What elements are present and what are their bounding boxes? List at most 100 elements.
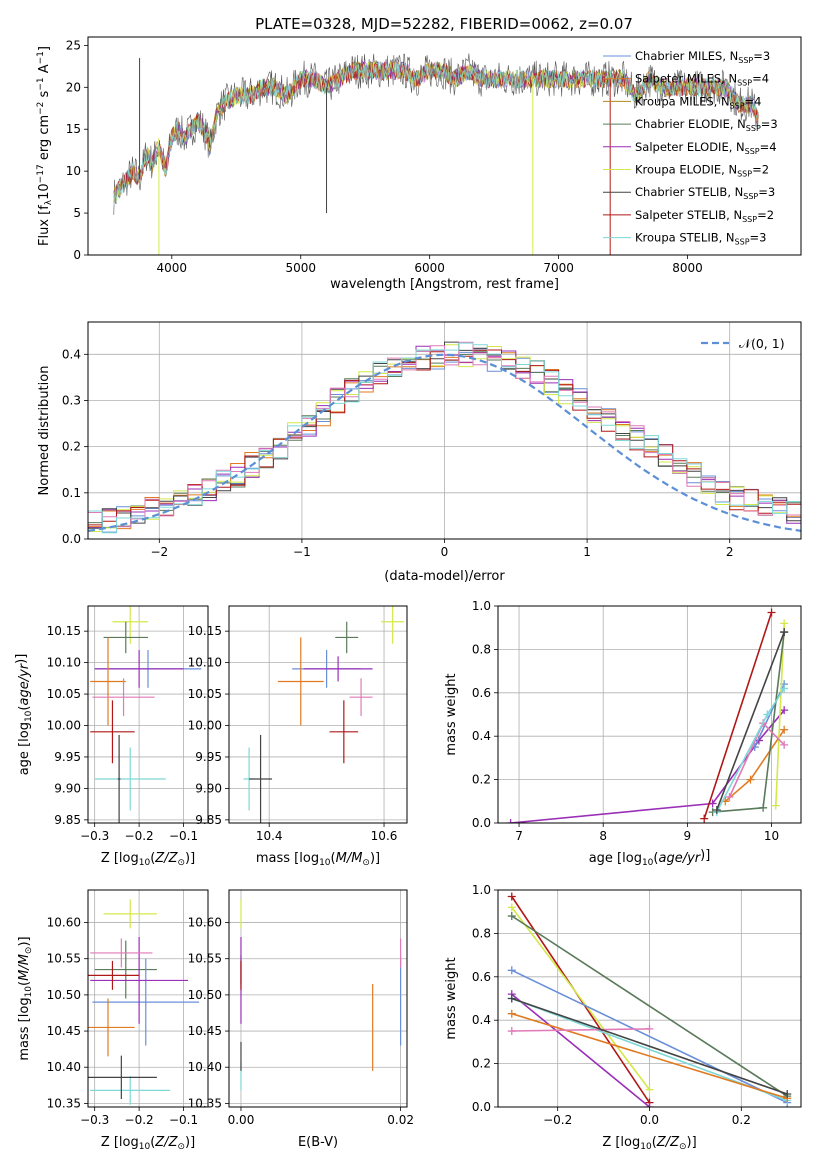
weight-vs-Z-plot-area bbox=[507, 892, 792, 1107]
mass-vs-Z-ytick-label: 10.60 bbox=[47, 916, 81, 930]
mass-vs-Z-ylabel-part: mass [log bbox=[17, 997, 32, 1060]
spectrum-ylabel-part: −17 bbox=[36, 164, 46, 183]
mass-vs-ebv-xlabel: E(B-V) bbox=[298, 1135, 338, 1150]
weight-vs-age-series-8 bbox=[716, 631, 785, 811]
age-vs-Z-xlabel-part: Z [log bbox=[101, 851, 139, 866]
legend-sub: SSP bbox=[737, 79, 752, 88]
legend-sub: SSP bbox=[743, 192, 758, 201]
age-vs-Z-plot-area bbox=[90, 606, 202, 823]
legend-sub: SSP bbox=[746, 124, 761, 133]
weight-vs-age-xlabel-part: age [log bbox=[589, 851, 642, 866]
legend-label: Chabrier MILES, NSSP=3 bbox=[635, 49, 770, 65]
spectrum-ylabel-part: 10 bbox=[37, 183, 52, 200]
legend-sub: SSP bbox=[737, 170, 752, 179]
age-vs-mass-ytick-label: 10.00 bbox=[188, 719, 222, 733]
spectrum-frame bbox=[87, 36, 802, 256]
age-vs-Z-ylabel-part: )] bbox=[14, 654, 29, 664]
weight-vs-age-ytick-label: 0.6 bbox=[472, 686, 491, 700]
age-vs-Z-ytick-label: 9.95 bbox=[54, 750, 81, 764]
legend-count: =4 bbox=[760, 140, 777, 154]
weight-vs-Z-ytick-label: 0.2 bbox=[472, 1057, 491, 1071]
weight-vs-age-xtick-label: 10 bbox=[764, 829, 779, 843]
mass-vs-Z-xlabel-part: 10 bbox=[139, 1142, 151, 1152]
residuals-panel: −2 −1 0 1 2 0.0 0.1 0.2 0.3 0.4 (data-model)/error… bbox=[37, 321, 802, 584]
residuals-ytick-label: 0.4 bbox=[62, 347, 81, 361]
legend-model: Salpeter MILES, N bbox=[635, 72, 737, 86]
normal-curve bbox=[88, 353, 801, 532]
mass-vs-Z-xlabel-part: ( bbox=[150, 1135, 155, 1150]
residuals-plot-area bbox=[88, 341, 801, 534]
weight-vs-Z-xlabel: Z [log10(Z/Z⊙)] bbox=[602, 1135, 696, 1152]
mass-vs-ebv-ytick-label: 10.45 bbox=[188, 1024, 222, 1038]
weight-vs-Z-ytick-label: 1.0 bbox=[472, 883, 491, 897]
weight-vs-age-marker bbox=[712, 805, 721, 814]
spectrum-ylabel-part: A bbox=[37, 64, 52, 77]
spectrum-panel: 4000 5000 6000 7000 8000 0 5 10 15 20 25 wavelength… bbox=[36, 36, 802, 292]
spectrum-ytick-label: 10 bbox=[66, 164, 81, 178]
age-vs-Z-ylabel-part: 10 bbox=[24, 710, 34, 722]
weight-vs-Z-xtick-label: 0.0 bbox=[640, 1113, 659, 1127]
weight-vs-Z-marker bbox=[645, 1024, 654, 1033]
mass-vs-Z-xlabel-part: )] bbox=[185, 1135, 195, 1150]
weight-vs-age-series-0 bbox=[510, 709, 785, 823]
age-vs-mass-ytick-label: 9.95 bbox=[195, 750, 222, 764]
residuals-ytick-label: 0.3 bbox=[62, 393, 81, 407]
weight-vs-age-series-5 bbox=[703, 612, 773, 819]
mass-vs-Z-ytick-label: 10.50 bbox=[47, 988, 81, 1002]
weight-vs-Z-ytick-label: 0.4 bbox=[472, 1013, 491, 1027]
age-vs-mass-xlabel-part: ( bbox=[331, 851, 336, 866]
weight-vs-Z-series-4 bbox=[511, 993, 651, 1107]
figure-title: PLATE=0328, MJD=52282, FIBERID=0062, z=0… bbox=[255, 15, 633, 33]
spectrum-xtick-label: 7000 bbox=[543, 261, 574, 275]
weight-vs-age-series-3 bbox=[775, 623, 785, 806]
weight-vs-age-xtick-label: 7 bbox=[515, 829, 523, 843]
legend-model: Kroupa MILES, N bbox=[635, 94, 730, 108]
spectrum-ylabel-part: −2 bbox=[36, 102, 46, 115]
legend-model: Chabrier MILES, N bbox=[635, 49, 738, 63]
weight-vs-Z-marker bbox=[645, 1103, 654, 1107]
weight-vs-age-marker bbox=[780, 619, 789, 628]
age-vs-Z-xtick-label: −0.1 bbox=[169, 829, 198, 843]
weight-vs-age-marker bbox=[700, 814, 709, 823]
weight-vs-Z-ylabel: mass weight bbox=[444, 957, 459, 1039]
legend-label: Chabrier ELODIE, NSSP=3 bbox=[635, 117, 778, 133]
weight-vs-age-marker bbox=[771, 801, 780, 810]
spectrum-xtick-label: 8000 bbox=[672, 261, 703, 275]
age-vs-mass-frame bbox=[228, 605, 408, 824]
normal-legend-label: 𝒩(0, 1) bbox=[739, 336, 785, 351]
weight-vs-age-ytick-label: 0.2 bbox=[472, 773, 491, 787]
weight-vs-Z-ytick-label: 0.6 bbox=[472, 970, 491, 984]
age-vs-Z-xlabel-part: )] bbox=[185, 851, 195, 866]
weight-vs-Z-series-1 bbox=[511, 906, 651, 1091]
mass-vs-ebv-ytick-label: 10.50 bbox=[188, 988, 222, 1002]
weight-vs-age-xlabel-part: age/yr bbox=[658, 851, 701, 866]
legend-label: Salpeter STELIB, NSSP=2 bbox=[635, 208, 774, 224]
age-vs-mass-ytick-label: 10.15 bbox=[188, 624, 222, 638]
weight-vs-Z-series-2 bbox=[511, 915, 788, 1097]
weight-vs-Z-series-7 bbox=[511, 1028, 650, 1032]
weight-vs-Z-ytick-label: 0.8 bbox=[472, 926, 491, 940]
age-vs-Z-ytick-label: 10.15 bbox=[47, 624, 81, 638]
weight-vs-age-xtick-label: 8 bbox=[599, 829, 607, 843]
age-vs-Z-xtick-label: −0.3 bbox=[80, 829, 109, 843]
residuals-ylabel: Normed distribution bbox=[37, 366, 52, 496]
mass-vs-ebv-ytick-label: 10.55 bbox=[188, 952, 222, 966]
weight-vs-Z-xlabel-part: )] bbox=[687, 1135, 697, 1150]
weight-vs-Z-xlabel-part: Z/Z bbox=[656, 1135, 680, 1150]
spectrum-xtick-label: 4000 bbox=[157, 261, 188, 275]
spectrum-line-8 bbox=[113, 60, 759, 206]
age-vs-Z-ylabel: age [log10(age/yr)] bbox=[14, 654, 34, 776]
residuals-xtick-label: −2 bbox=[150, 545, 168, 559]
spectrum-ylabel-part: s bbox=[37, 90, 52, 101]
mass-vs-Z-xlabel-part: ⊙ bbox=[177, 1142, 185, 1152]
age-vs-Z-frame bbox=[87, 605, 209, 824]
weight-vs-age-marker bbox=[725, 792, 734, 801]
age-vs-Z-ylabel-part: ( bbox=[17, 706, 32, 711]
legend-model: Chabrier ELODIE, N bbox=[635, 117, 746, 131]
weight-vs-Z-ytick-label: 0.0 bbox=[472, 1100, 491, 1114]
weight-vs-age-marker bbox=[780, 684, 789, 693]
residual-hist-8 bbox=[88, 342, 801, 534]
weight-vs-age-xlabel-part: ( bbox=[653, 851, 658, 866]
age-vs-mass-ytick-label: 9.85 bbox=[195, 813, 222, 827]
legend-count: =3 bbox=[753, 49, 770, 63]
